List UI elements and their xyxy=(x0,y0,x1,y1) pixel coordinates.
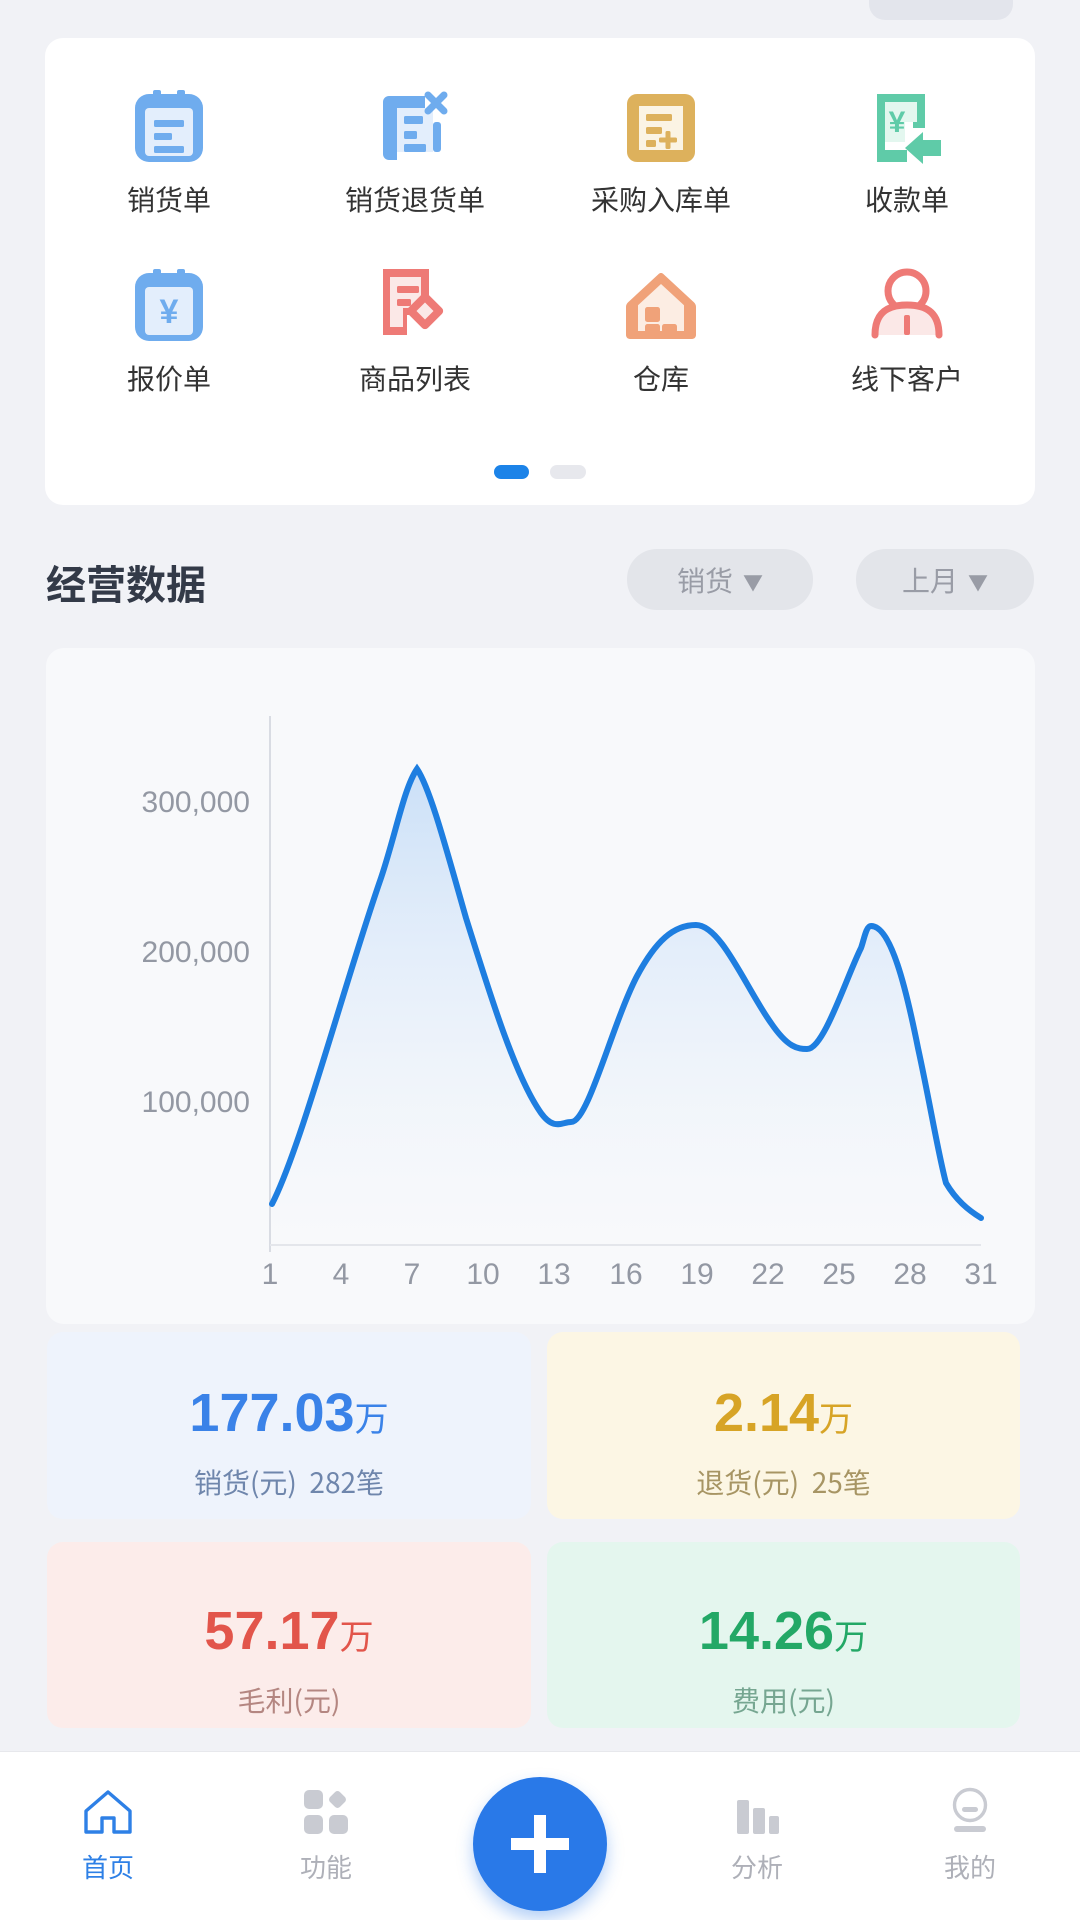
svg-text:31: 31 xyxy=(964,1258,997,1291)
svg-text:4: 4 xyxy=(333,1258,350,1291)
svg-text:200,000: 200,000 xyxy=(142,936,250,969)
svg-text:1: 1 xyxy=(262,1258,279,1291)
svg-text:300,000: 300,000 xyxy=(142,786,250,819)
svg-text:¥: ¥ xyxy=(160,293,179,331)
svg-text:10: 10 xyxy=(466,1258,499,1291)
svg-text:100,000: 100,000 xyxy=(142,1086,250,1119)
svg-text:28: 28 xyxy=(893,1258,926,1291)
svg-text:13: 13 xyxy=(537,1258,570,1291)
svg-text:¥: ¥ xyxy=(889,106,906,139)
svg-text:22: 22 xyxy=(751,1258,784,1291)
svg-text:25: 25 xyxy=(822,1258,855,1291)
svg-text:7: 7 xyxy=(404,1258,421,1291)
svg-text:19: 19 xyxy=(680,1258,713,1291)
svg-text:16: 16 xyxy=(609,1258,642,1291)
